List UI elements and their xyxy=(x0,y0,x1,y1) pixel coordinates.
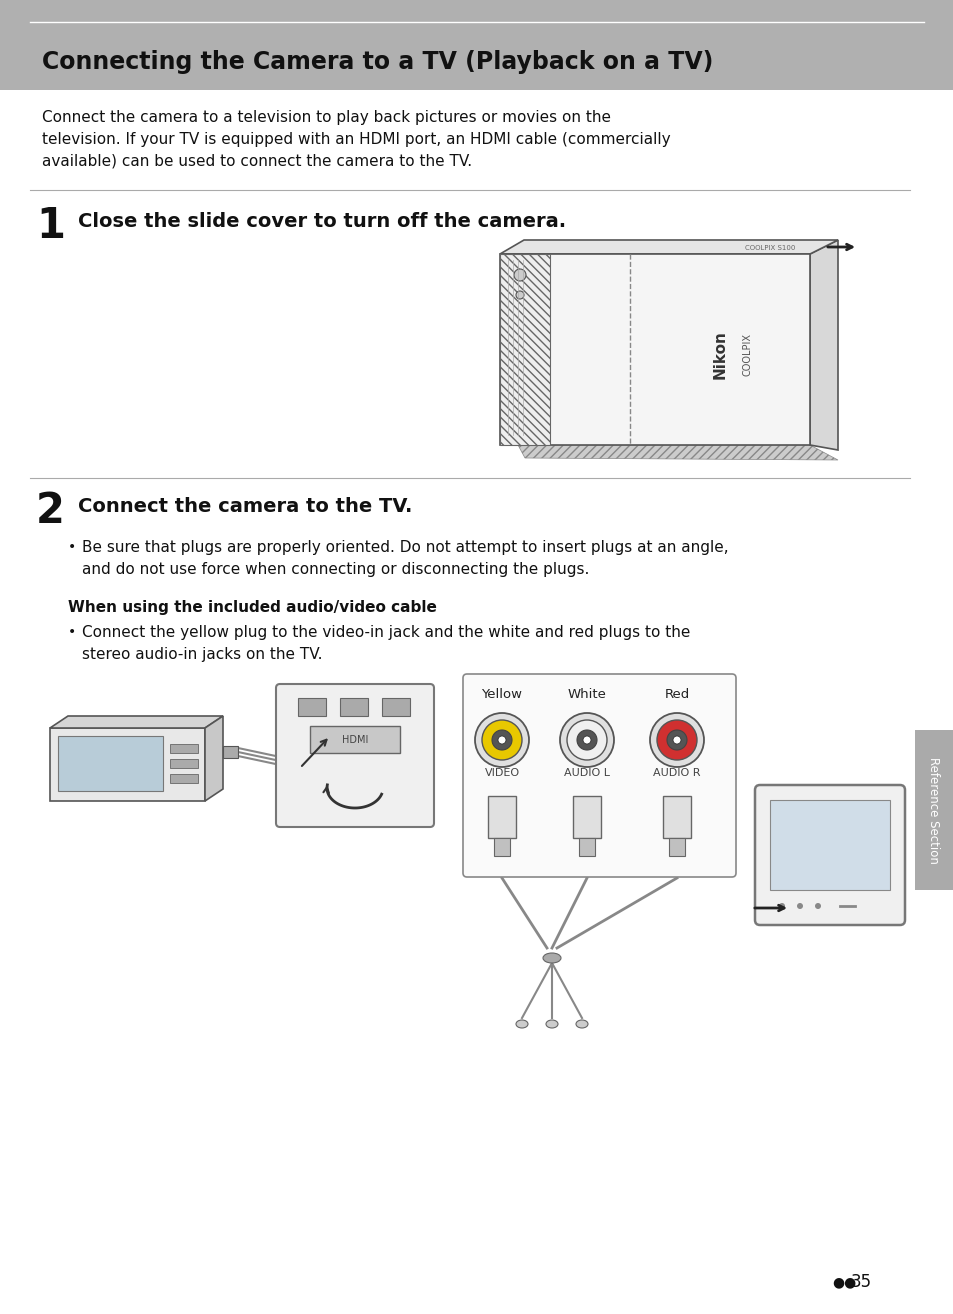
Text: Nikon: Nikon xyxy=(712,331,727,380)
Circle shape xyxy=(649,714,703,767)
Text: Connect the camera to the TV.: Connect the camera to the TV. xyxy=(78,497,412,516)
Ellipse shape xyxy=(516,290,523,300)
Bar xyxy=(662,796,690,838)
Bar xyxy=(58,736,163,791)
Circle shape xyxy=(796,903,802,909)
Bar xyxy=(668,838,684,855)
Circle shape xyxy=(566,720,606,759)
Text: Be sure that plugs are properly oriented. Do not attempt to insert plugs at an a: Be sure that plugs are properly oriented… xyxy=(82,540,728,577)
Text: VIDEO: VIDEO xyxy=(484,767,519,778)
Bar xyxy=(339,698,368,716)
Bar xyxy=(769,800,889,890)
Circle shape xyxy=(582,736,590,744)
Text: Red: Red xyxy=(663,687,689,700)
Bar xyxy=(170,759,198,767)
Text: Connecting the Camera to a TV (Playback on a TV): Connecting the Camera to a TV (Playback … xyxy=(42,50,713,74)
Text: 2: 2 xyxy=(36,490,65,532)
Bar xyxy=(381,698,410,716)
Circle shape xyxy=(666,731,686,750)
Text: AUDIO R: AUDIO R xyxy=(653,767,700,778)
Polygon shape xyxy=(499,254,809,445)
Polygon shape xyxy=(517,445,837,460)
FancyBboxPatch shape xyxy=(275,685,434,827)
Text: 1: 1 xyxy=(36,205,65,247)
Text: When using the included audio/video cable: When using the included audio/video cabl… xyxy=(68,600,436,615)
Bar xyxy=(170,744,198,753)
Text: AUDIO L: AUDIO L xyxy=(563,767,609,778)
Circle shape xyxy=(497,736,505,744)
FancyBboxPatch shape xyxy=(462,674,735,876)
Circle shape xyxy=(814,903,821,909)
Circle shape xyxy=(559,714,614,767)
Circle shape xyxy=(657,720,697,759)
Bar xyxy=(578,838,595,855)
Text: •: • xyxy=(68,625,76,639)
FancyBboxPatch shape xyxy=(754,784,904,925)
Text: •: • xyxy=(68,540,76,555)
Text: Yellow: Yellow xyxy=(481,687,522,700)
Bar xyxy=(223,746,237,758)
Text: HDMI: HDMI xyxy=(341,735,368,745)
Bar xyxy=(914,731,953,890)
Ellipse shape xyxy=(514,269,525,281)
Ellipse shape xyxy=(576,1020,587,1028)
Ellipse shape xyxy=(542,953,560,963)
Text: COOLPIX: COOLPIX xyxy=(742,334,752,377)
Ellipse shape xyxy=(545,1020,558,1028)
Ellipse shape xyxy=(516,1020,527,1028)
Circle shape xyxy=(475,714,529,767)
Text: White: White xyxy=(567,687,606,700)
Polygon shape xyxy=(809,240,837,449)
Circle shape xyxy=(672,736,680,744)
Text: Close the slide cover to turn off the camera.: Close the slide cover to turn off the ca… xyxy=(78,212,565,231)
Polygon shape xyxy=(310,727,399,753)
Bar xyxy=(170,774,198,783)
Text: available) can be used to connect the camera to the TV.: available) can be used to connect the ca… xyxy=(42,154,472,170)
Circle shape xyxy=(492,731,512,750)
Polygon shape xyxy=(205,716,223,802)
Text: Connect the camera to a television to play back pictures or movies on the: Connect the camera to a television to pl… xyxy=(42,110,610,125)
Bar xyxy=(488,796,516,838)
Text: television. If your TV is equipped with an HDMI port, an HDMI cable (commerciall: television. If your TV is equipped with … xyxy=(42,131,670,147)
Text: Connect the yellow plug to the video-in jack and the white and red plugs to the
: Connect the yellow plug to the video-in … xyxy=(82,625,690,662)
Text: Reference Section: Reference Section xyxy=(926,757,940,863)
Text: COOLPIX S100: COOLPIX S100 xyxy=(744,244,795,251)
Polygon shape xyxy=(50,728,205,802)
Circle shape xyxy=(577,731,597,750)
Text: 35: 35 xyxy=(850,1273,871,1290)
Bar xyxy=(297,698,326,716)
Bar xyxy=(494,838,510,855)
Polygon shape xyxy=(499,254,550,445)
Bar xyxy=(573,796,600,838)
Circle shape xyxy=(481,720,521,759)
Bar xyxy=(0,0,953,89)
Text: ●●: ●● xyxy=(831,1275,856,1289)
Polygon shape xyxy=(50,716,223,728)
Polygon shape xyxy=(499,240,837,254)
Circle shape xyxy=(779,903,784,909)
